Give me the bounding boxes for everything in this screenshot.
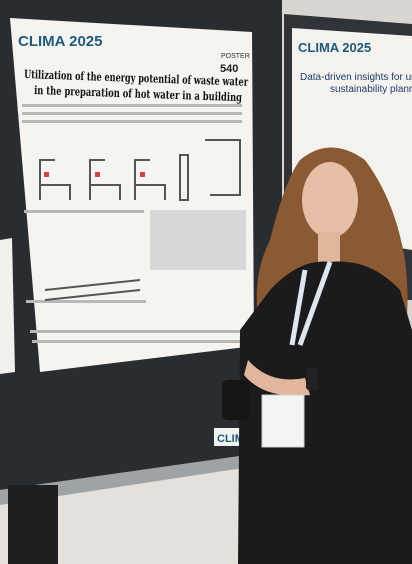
diagram xyxy=(39,139,241,301)
pipe xyxy=(134,159,166,200)
neck xyxy=(318,232,340,262)
text-block xyxy=(22,112,242,115)
table xyxy=(150,210,246,270)
face xyxy=(302,162,358,238)
marker xyxy=(140,172,145,177)
arm xyxy=(244,360,310,396)
dress xyxy=(238,261,412,564)
poster-logo: CLIMA 2025 xyxy=(18,33,102,50)
text-block xyxy=(30,330,245,333)
bag xyxy=(222,380,250,420)
pipe xyxy=(44,279,141,301)
logo-sign xyxy=(214,428,246,446)
text-block xyxy=(22,120,242,123)
poster-title: Data-driven insights for univer xyxy=(300,72,412,83)
text-block xyxy=(22,104,242,107)
poster-logo: CLIMA 2025 xyxy=(298,40,371,55)
text-block xyxy=(32,340,242,343)
diagram-accents xyxy=(44,172,145,177)
poster-label: POSTER xyxy=(221,53,250,60)
pipe xyxy=(89,159,121,200)
lanyard xyxy=(289,261,333,346)
poster-title: sustainability plann xyxy=(330,84,412,95)
poster-edge xyxy=(0,238,15,374)
board-frame xyxy=(0,450,282,505)
poster-body xyxy=(22,104,246,343)
pipe xyxy=(39,159,71,200)
marker xyxy=(44,172,49,177)
text-block xyxy=(26,300,146,303)
watch xyxy=(306,368,318,390)
text-block xyxy=(24,210,144,213)
marker xyxy=(95,172,100,177)
poster-number: 540 xyxy=(220,63,238,75)
bin xyxy=(8,485,58,564)
tank xyxy=(179,154,189,201)
pipe xyxy=(205,139,241,196)
badge xyxy=(261,394,305,448)
